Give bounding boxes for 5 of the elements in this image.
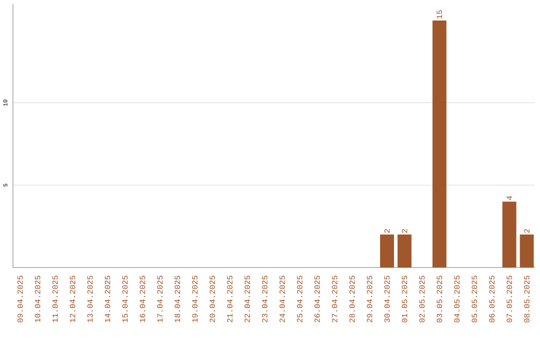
bar bbox=[398, 234, 412, 268]
bar bbox=[502, 202, 516, 268]
bar bbox=[520, 234, 534, 268]
bar bbox=[432, 20, 446, 268]
bar bbox=[380, 234, 394, 268]
